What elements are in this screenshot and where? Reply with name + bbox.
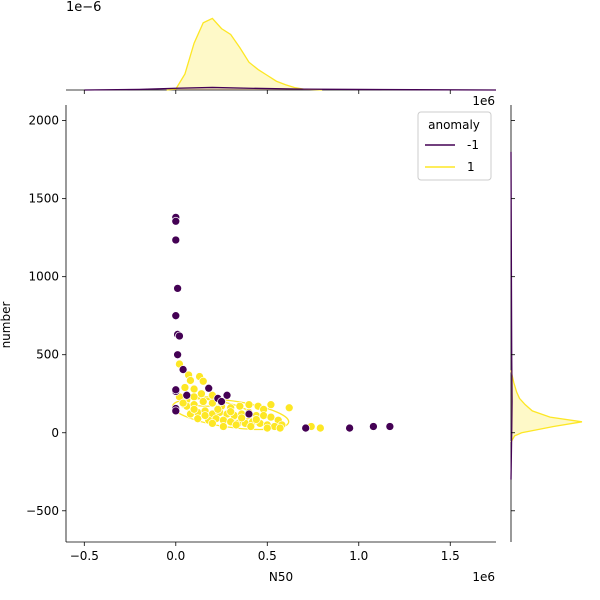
scatter-point-anomaly-minus1: [182, 390, 192, 400]
y-tick-label: −500: [26, 504, 59, 518]
scatter-point-anomaly-1: [193, 414, 203, 424]
legend-label-1: 1: [467, 160, 475, 174]
x-axis-label: N50: [269, 570, 293, 584]
y-tick-label: 500: [36, 348, 59, 362]
scatter-point-anomaly-1: [208, 419, 217, 428]
scatter-point-anomaly-minus1: [171, 311, 181, 321]
scatter-point-anomaly-1: [246, 422, 256, 431]
scatter-point-anomaly-1: [251, 415, 261, 424]
y-tick-label: 1500: [28, 192, 59, 206]
y-tick-label: 0: [51, 426, 59, 440]
y-axis-offset-label: 1e6: [472, 94, 495, 108]
scatter-point-anomaly-1: [197, 389, 206, 399]
y-axis-ticks: −500 0 500 1000 1500 2000: [26, 114, 515, 518]
scatter-point-anomaly-1: [180, 383, 190, 392]
y-axis-label: number: [0, 302, 13, 349]
scatter-point-anomaly-1: [284, 403, 294, 413]
scatter-point-anomaly-minus1: [204, 383, 214, 393]
scatter-point-anomaly-1: [244, 400, 254, 410]
right-kde-line-anomaly-minus1: [510, 151, 513, 480]
scatter-point-anomaly-minus1: [345, 423, 354, 433]
scatter-point-anomaly-1: [219, 422, 228, 431]
scatter-point-anomaly-1: [231, 420, 241, 430]
right-kde-fill-anomaly-1: [511, 370, 582, 443]
scatter-point-anomaly-1: [189, 404, 199, 414]
scatter-point-anomaly-minus1: [171, 406, 181, 416]
legend: anomaly -1 1: [417, 111, 492, 181]
scatter-point-anomaly-1: [315, 423, 325, 433]
scatter-point-anomaly-minus1: [385, 422, 395, 431]
x-tick-label: 0.5: [258, 549, 277, 563]
scatter-point-anomaly-minus1: [171, 385, 181, 395]
scatter-point-anomaly-1: [208, 398, 217, 408]
scatter-point-anomaly-1: [262, 423, 272, 433]
scatter-point-anomaly-minus1: [175, 331, 184, 341]
scatter-points: [171, 213, 395, 433]
legend-title: anomaly: [428, 118, 480, 132]
scatter-point-anomaly-1: [198, 397, 208, 406]
top-kde-fill-anomaly-1: [166, 18, 323, 91]
legend-label-minus1: -1: [467, 138, 479, 152]
scatter-point-anomaly-1: [189, 392, 199, 402]
scatter-point-anomaly-minus1: [301, 423, 311, 433]
top-kde-line-anomaly-1: [166, 17, 323, 91]
scatter-point-anomaly-1: [226, 407, 236, 417]
x-tick-label: −0.5: [70, 549, 99, 563]
main-axes: [65, 105, 496, 543]
top-kde-line-anomaly-minus1: [84, 86, 497, 91]
top-marginal-offset-label: 1e−6: [66, 0, 101, 15]
scatter-point-anomaly-minus1: [173, 284, 182, 293]
legend-frame: [417, 111, 492, 181]
scatter-point-anomaly-1: [237, 413, 247, 423]
scatter-point-anomaly-minus1: [222, 390, 232, 400]
top-marginal-kde: [66, 17, 497, 91]
x-tick-label: 1.5: [441, 549, 460, 563]
scatter-point-anomaly-minus1: [171, 216, 181, 226]
scatter-point-anomaly-1: [275, 423, 285, 433]
right-marginal-kde: [510, 105, 583, 542]
y-tick-label: 1000: [28, 270, 59, 284]
scatter-point-anomaly-1: [200, 411, 210, 420]
scatter-point-anomaly-1: [259, 411, 268, 420]
scatter-point-anomaly-minus1: [178, 365, 188, 374]
scatter-point-anomaly-minus1: [369, 422, 378, 431]
x-axis-ticks: −0.5 0.0 0.5 1.0 1.5: [70, 90, 460, 563]
x-axis-offset-label: 1e6: [472, 570, 495, 584]
right-kde-line-anomaly-1: [510, 370, 583, 443]
scatter-point-anomaly-1: [189, 384, 199, 394]
y-tick-label: 2000: [28, 114, 59, 128]
scatter-point-anomaly-minus1: [171, 235, 181, 245]
scatter-point-anomaly-1: [213, 404, 223, 414]
scatter-point-anomaly-minus1: [217, 397, 226, 406]
scatter-point-anomaly-1: [186, 376, 195, 385]
scatter-point-anomaly-1: [235, 401, 245, 411]
scatter-point-anomaly-1: [178, 398, 188, 408]
scatter-point-anomaly-minus1: [244, 409, 254, 419]
x-tick-label: 1.0: [349, 549, 368, 563]
scatter-point-anomaly-1: [198, 376, 208, 386]
scatter-point-anomaly-minus1: [173, 350, 182, 360]
scatter-point-anomaly-1: [266, 412, 276, 422]
scatter-point-anomaly-1: [266, 400, 276, 410]
x-tick-label: 0.0: [166, 549, 185, 563]
